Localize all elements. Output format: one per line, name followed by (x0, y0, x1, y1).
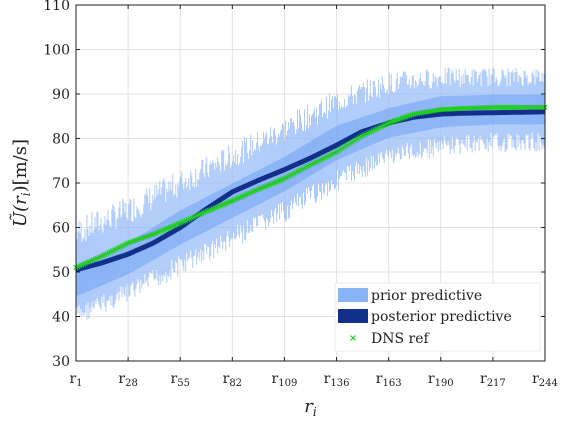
x-tick-label: r244 (532, 371, 558, 389)
dns-ref-point (534, 104, 540, 110)
dns-ref-point (517, 104, 523, 110)
dns-ref-point (465, 105, 471, 111)
y-tick-label: 90 (52, 87, 70, 103)
dns-ref-point (476, 105, 482, 111)
dns-ref-point (530, 104, 537, 110)
x-tick-label: r190 (428, 371, 454, 389)
x-tick-label: r217 (480, 371, 506, 389)
legend-box (334, 282, 541, 352)
dns-ref-point (501, 104, 508, 110)
x-tick-label: r109 (272, 371, 298, 389)
dns-ref-point (496, 104, 502, 110)
posterior-predictive-line (75, 109, 546, 273)
y-tick-labels: 30 40 50 60 70 80 90 100 110 (43, 0, 545, 370)
dns-ref-point (499, 104, 506, 110)
legend: prior predictive posterior predictive DN… (334, 282, 541, 352)
dns-ref-point (528, 104, 535, 110)
dns-ref-point (469, 105, 475, 111)
dns-ref-point (523, 104, 529, 110)
y-tick-label: 100 (43, 43, 70, 59)
dns-ref-point (467, 105, 473, 111)
legend-label-dns-ref: DNS ref (371, 331, 430, 347)
dns-ref-point (486, 104, 492, 111)
dns-ref-point (513, 104, 519, 110)
dns-ref-point (511, 104, 517, 110)
dns-ref-point (536, 104, 542, 110)
dns-ref-point (525, 104, 531, 110)
dns-ref-point (515, 104, 521, 110)
prior-predictive-band (75, 67, 546, 320)
dns-ref-point (492, 104, 498, 110)
dns-ref-point (503, 104, 509, 110)
dns-ref-point (505, 104, 511, 110)
x-axis-label: ri (304, 396, 317, 419)
dns-ref-point (482, 105, 488, 111)
legend-swatch-posterior-predictive (338, 309, 368, 323)
dns-ref-point (474, 105, 481, 111)
dns-ref-point (526, 104, 533, 110)
legend-label-prior-predictive: prior predictive (371, 288, 482, 304)
x-tick-label: r55 (171, 371, 190, 389)
dns-ref-point (490, 104, 496, 110)
y-tick-label: 50 (52, 265, 70, 281)
posterior-line (75, 109, 546, 273)
dns-ref-point (538, 104, 544, 110)
dns-ref-point (488, 104, 494, 111)
legend-swatch-dns-ref (350, 335, 356, 341)
dns-ref-point (478, 105, 484, 111)
y-tick-label: 80 (52, 132, 70, 148)
dns-ref-point (480, 105, 486, 111)
dns-ref-point (519, 104, 525, 110)
dns-ref-point (484, 104, 490, 111)
dns-ref-point (509, 104, 515, 110)
dns-ref-point (498, 104, 504, 110)
dns-ref-point (521, 104, 527, 110)
dns-ref-markers (73, 104, 548, 271)
dns-ref-point (532, 104, 538, 110)
y-tick-label: 70 (52, 176, 70, 192)
dns-ref-point (494, 104, 500, 110)
y-tick-label: 40 (52, 310, 70, 326)
x-tick-label: r82 (223, 371, 242, 389)
y-tick-label: 30 (52, 354, 70, 370)
x-tick-label: r163 (376, 371, 402, 389)
x-tick-label: r136 (324, 371, 350, 389)
legend-swatch-prior-predictive (338, 288, 368, 302)
x-tick-label: r1 (69, 371, 82, 389)
y-tick-label: 60 (52, 221, 70, 237)
y-axis-label: Ũ(ri)[m/s] (8, 139, 33, 227)
dns-ref-point (470, 105, 477, 111)
dns-ref-point (507, 104, 513, 110)
x-tick-labels: r1 r28 r55 r82 r109 r136 r163 r190 r217 r244 (69, 5, 558, 389)
x-tick-label: r28 (118, 371, 137, 389)
y-tick-label: 110 (43, 0, 70, 14)
dns-ref-point (463, 105, 469, 111)
legend-label-posterior-predictive: posterior predictive (371, 309, 512, 325)
dns-ref-point (472, 105, 479, 111)
